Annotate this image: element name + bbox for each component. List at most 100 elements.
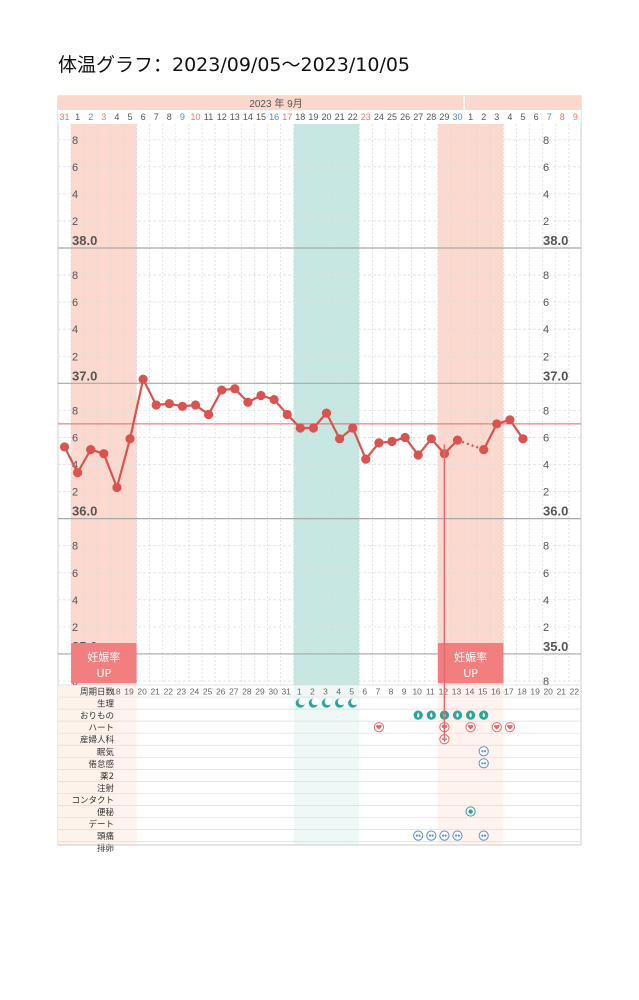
events-row-label: 眠気 xyxy=(97,747,115,758)
data-point xyxy=(99,449,109,459)
x-tick-label: 5 xyxy=(520,112,525,122)
moon-glyph xyxy=(324,698,332,706)
x-tick-label: 7 xyxy=(154,112,159,122)
x-tick-label: 4 xyxy=(114,112,119,122)
y-tick-label-right: 8 xyxy=(543,270,549,282)
y-tick-label-left: 8 xyxy=(72,135,78,147)
x-tick-label: 10 xyxy=(190,112,200,122)
data-point xyxy=(217,385,227,395)
y-tick-label-left: 4 xyxy=(72,595,78,607)
headache-icon xyxy=(413,830,424,841)
cycle-day-label: 24 xyxy=(190,687,200,697)
x-tick-label: 24 xyxy=(374,112,384,122)
y-tick-label-right: 2 xyxy=(543,622,549,634)
x-tick-label: 29 xyxy=(439,112,449,122)
x-tick-label: 16 xyxy=(269,112,279,122)
y-tick-label-left: 38.0 xyxy=(72,233,97,248)
x-tick-label: 23 xyxy=(361,112,371,122)
data-point xyxy=(151,400,161,410)
y-axis-right: 8 6 4 2 38.0 8 6 4 2 37.0 8 6 4 2 36.0 8 6 4 2 35.0 8 xyxy=(543,135,568,688)
y-tick-label-left: 2 xyxy=(72,216,78,228)
series-segment xyxy=(102,453,118,488)
data-point xyxy=(86,445,96,455)
drop-glyph xyxy=(456,712,459,718)
icon-glyph xyxy=(483,834,487,837)
data-point xyxy=(492,419,502,429)
data-point xyxy=(413,450,423,460)
y-tick-label-right: 35.0 xyxy=(543,639,568,654)
data-point xyxy=(308,423,318,433)
events-row-label: コンタクト xyxy=(71,796,114,806)
x-tick-label: 25 xyxy=(387,112,397,122)
cycle-day-label: 18 xyxy=(111,687,121,697)
y-tick-label-right: 8 xyxy=(543,405,549,417)
series-segment xyxy=(128,379,145,440)
y-tick-label-left: 8 xyxy=(72,405,78,417)
events-row-label: おりもの xyxy=(80,712,114,722)
cycle-day-label: 23 xyxy=(177,687,187,697)
data-point xyxy=(387,436,397,447)
cycle-day-label: 19 xyxy=(530,687,540,697)
cycle-day-label: 8 xyxy=(389,687,394,697)
y-tick-label-left: 6 xyxy=(72,162,78,174)
events-row-label: 周期日数 xyxy=(80,687,115,698)
x-tick-label: 17 xyxy=(282,112,292,122)
x-tick-label: 8 xyxy=(167,112,172,122)
band-period2 xyxy=(293,124,360,685)
events-row-label: 生理 xyxy=(97,699,115,710)
y-tick-label-left: 6 xyxy=(72,432,78,444)
cycle-day-label: 21 xyxy=(150,687,160,697)
heart-glyph xyxy=(507,724,513,730)
day-row xyxy=(58,110,581,123)
cycle-day-label: 27 xyxy=(229,687,239,697)
events-row-label: ハート xyxy=(88,724,114,734)
series-segment xyxy=(482,423,498,451)
moon-glyph xyxy=(298,698,306,706)
icon-glyph xyxy=(415,834,418,837)
cycle-day-label: 2 xyxy=(310,687,315,697)
cycle-day-label: 7 xyxy=(376,687,381,697)
cycle-day-label: 10 xyxy=(412,687,422,697)
cycle-day-label: 20 xyxy=(137,687,147,697)
icon-glyph xyxy=(431,834,434,837)
cycle-day-label: 18 xyxy=(517,687,527,697)
x-tick-label: 3 xyxy=(101,112,106,122)
cycle-day-label: 15 xyxy=(478,687,488,697)
x-tick-label: 9 xyxy=(573,112,578,122)
x-tick-label: 1 xyxy=(75,112,80,122)
month-label: 2023 年 9月 xyxy=(249,97,302,110)
y-tick-label-right: 6 xyxy=(543,297,549,309)
data-point xyxy=(479,445,489,455)
cycle-day-label: 21 xyxy=(557,687,567,697)
x-tick-label: 26 xyxy=(400,112,410,122)
y-tick-label-right: 6 xyxy=(543,162,549,174)
pregnancy-rate-badge xyxy=(71,643,137,683)
data-point xyxy=(452,435,463,445)
events-row-label: 排卵 xyxy=(97,843,114,854)
cycle-day-label: 29 xyxy=(255,687,265,697)
headache-icon xyxy=(478,830,489,841)
y-tick-label-left: 2 xyxy=(72,622,78,634)
cycle-day-label: 28 xyxy=(242,687,252,697)
icon-glyph xyxy=(428,834,432,837)
month-bar xyxy=(58,96,581,110)
y-tick-label-left: 2 xyxy=(72,487,78,499)
heart-glyph xyxy=(467,724,474,730)
badge-text: UP xyxy=(96,667,111,680)
pregnancy-rate-badge xyxy=(437,643,504,683)
badge-text: 妊娠率 xyxy=(454,650,487,664)
y-tick-label-right: 2 xyxy=(543,351,549,363)
data-point xyxy=(321,408,332,418)
x-tick-label: 6 xyxy=(141,112,146,122)
series-segment xyxy=(351,427,367,460)
cycle-day-label: 22 xyxy=(164,687,174,697)
x-tick-label: 6 xyxy=(534,112,539,122)
cycle-day-label: 16 xyxy=(491,687,501,697)
badge-layer: 妊娠率 UP 妊娠率 UP xyxy=(71,643,504,683)
events-table: 周期日数生理おりものハート産婦人科眠気倦怠感薬2注射コンタクト便秘デート頭痛排卵… xyxy=(58,444,581,854)
x-tick-label: 2 xyxy=(88,112,93,122)
cycle-day-label: 25 xyxy=(203,687,213,697)
y-tick-label-right: 2 xyxy=(543,216,549,228)
headache-icon xyxy=(452,830,463,841)
